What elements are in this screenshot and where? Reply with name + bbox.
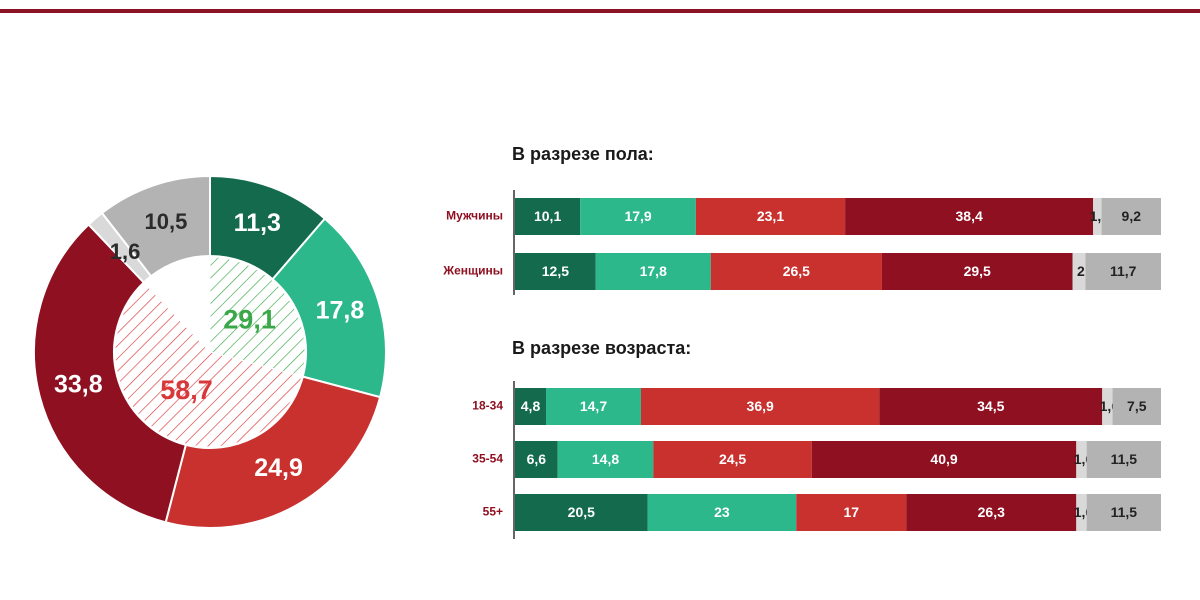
- bar-segment-label: 9,2: [1122, 208, 1142, 224]
- bar-segment-label: 23,1: [757, 208, 784, 224]
- bar-segment-label: 20,5: [568, 504, 595, 520]
- bar-segment-label: 26,3: [978, 504, 1005, 520]
- bar-segment-label: 1,6: [1074, 451, 1094, 467]
- bar-segment: [811, 441, 1077, 478]
- bar-segment: [546, 388, 641, 425]
- inner-hatch-red: [114, 282, 303, 448]
- bar-segment-label: 36,9: [747, 398, 774, 414]
- bar-segment-label: 29,5: [964, 263, 991, 279]
- bar-segment-label: 12,5: [542, 263, 569, 279]
- bar-segment-label: 24,5: [719, 451, 746, 467]
- bar-segment: [515, 253, 596, 290]
- bar-segment: [1101, 198, 1161, 235]
- donut-slice-gray: [100, 174, 211, 278]
- bar-segment: [515, 494, 648, 531]
- bar-segment-label: 17,8: [640, 263, 667, 279]
- bar-segment: [1093, 198, 1102, 235]
- bar-segment-label: 40,9: [930, 451, 957, 467]
- bar-segment-label: 2: [1077, 263, 1085, 279]
- bar-segment: [595, 253, 711, 290]
- bar-segment: [1076, 441, 1087, 478]
- bar-segment-label: 4,8: [521, 398, 541, 414]
- inner-hatch-green: [209, 256, 306, 377]
- row-label: 35-54: [472, 452, 503, 466]
- bar-segment-label: 7,5: [1127, 398, 1147, 414]
- bar-segment-label: 14,8: [592, 451, 619, 467]
- bar-segment: [879, 388, 1103, 425]
- top-rule: [0, 9, 1200, 13]
- row-label: Женщины: [442, 264, 503, 278]
- bar-segment: [881, 253, 1073, 290]
- bar-segment: [1112, 388, 1161, 425]
- bar-segment: [695, 198, 846, 235]
- bar-segment: [1085, 253, 1161, 290]
- bar-segment: [515, 441, 558, 478]
- sex-section-title: В разрезе пола:: [512, 144, 654, 164]
- donut-slice-red: [164, 375, 382, 529]
- bar-segment: [647, 494, 797, 531]
- bar-segment: [1086, 494, 1161, 531]
- bar-segment-label: 1,6: [1074, 504, 1094, 520]
- inner-label-red: 58,7: [160, 375, 213, 405]
- bar-segment-label: 23: [714, 504, 730, 520]
- bar-segment: [557, 441, 654, 478]
- bar-segment: [580, 198, 696, 235]
- row-label: 55+: [483, 505, 503, 519]
- bar-segment-label: 1,6: [1100, 398, 1120, 414]
- bar-segment: [796, 494, 907, 531]
- bar-segment-label: 17: [843, 504, 859, 520]
- bar-segment-label: 11,5: [1111, 451, 1138, 467]
- bar-segment-label: 34,5: [977, 398, 1004, 414]
- donut-slice-label: 33,8: [54, 371, 103, 399]
- bar-segment: [640, 388, 880, 425]
- bar-segment-label: 26,5: [783, 263, 810, 279]
- bar-segment-label: 1,3: [1090, 208, 1110, 224]
- bar-segment: [845, 198, 1094, 235]
- row-label: 18-34: [472, 399, 503, 413]
- bar-segment: [653, 441, 812, 478]
- bar-segment: [515, 388, 547, 425]
- bar-segment-label: 6,6: [527, 451, 547, 467]
- bar-segment-label: 10,1: [534, 208, 561, 224]
- bar-segment-label: 38,4: [956, 208, 983, 224]
- bar-segment-label: 14,7: [580, 398, 607, 414]
- row-label: Мужчины: [446, 209, 503, 223]
- donut-slice-label: 24,9: [254, 454, 303, 482]
- bar-segment-label: 11,7: [1110, 263, 1137, 279]
- bar-segment: [515, 198, 581, 235]
- donut-slice-label: 17,8: [316, 296, 365, 324]
- bar-segment-label: 17,9: [624, 208, 651, 224]
- bar-segment: [710, 253, 882, 290]
- donut-slice-dark-red: [33, 223, 188, 524]
- bar-segment: [1076, 494, 1087, 531]
- bar-segment: [1102, 388, 1113, 425]
- donut-slice-label: 10,5: [144, 209, 187, 234]
- donut-slice-label: 11,3: [234, 209, 281, 237]
- bar-segment: [906, 494, 1077, 531]
- donut-chart: 11,3 17,8 24,9 33,8 1,6 10,5 29,1 58,7: [0, 170, 420, 540]
- bar-segment: [1086, 441, 1161, 478]
- donut-slice-label: 1,6: [110, 239, 141, 264]
- bar-segment-label: 11,5: [1111, 504, 1138, 520]
- inner-label-green: 29,1: [223, 305, 276, 335]
- age-section-title: В разрезе возраста:: [512, 338, 692, 358]
- bar-segment: [1072, 253, 1086, 290]
